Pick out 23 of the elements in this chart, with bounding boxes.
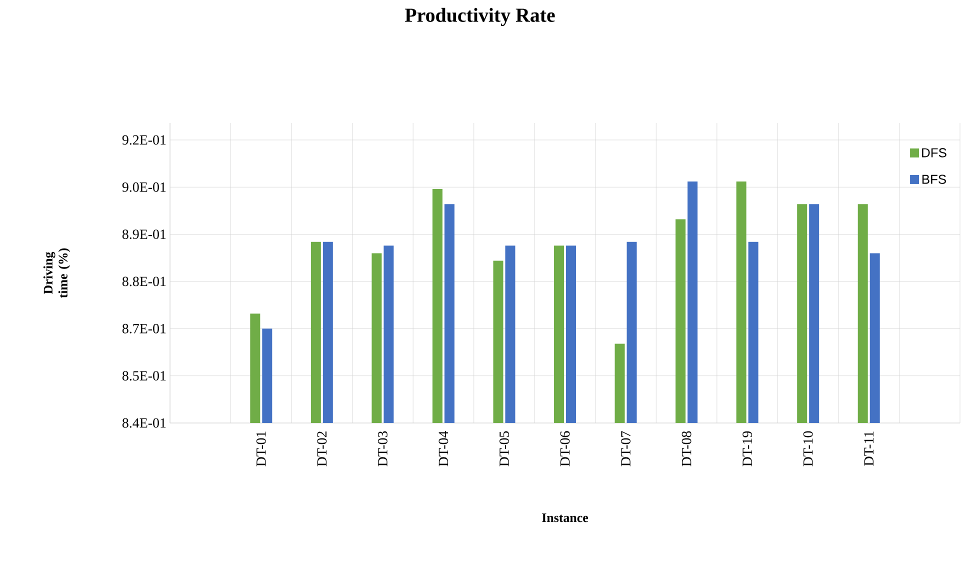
x-tick-label: DT-19 [742,431,752,466]
x-tick-label: DT-01 [256,432,266,466]
y-tick-label: 9.0E-01 [122,182,166,192]
x-tick-label: DT-02 [317,432,327,466]
y-tick-label: 8.9E-01 [122,230,166,240]
y-tick-label: 8.5E-01 [122,371,166,381]
x-tick-label: DT-05 [500,431,509,466]
x-tick-label: DT-10 [803,431,813,466]
x-tick-label: DT-07 [621,431,630,466]
chart-title: Productivity Rate [404,8,555,26]
y-tick-label: 8.4E-01 [122,418,166,428]
y-tick-label: 8.7E-01 [122,324,166,334]
x-tick-label: DT-06 [560,431,570,466]
x-tick-label: DT-04 [438,430,448,466]
legend-label: DFS [922,148,946,158]
y-axis-title: Driving time (%) [43,248,70,298]
x-axis-title: Instance [542,514,588,522]
y-tick-label: 8.8E-01 [122,276,166,286]
y-tick-label: 9.2E-01 [122,135,166,145]
x-tick-label: DT-08 [682,431,692,466]
x-tick-label: DT-03 [378,431,388,466]
legend-label: BFS [922,174,946,184]
x-tick-label: DT-11 [864,432,874,466]
